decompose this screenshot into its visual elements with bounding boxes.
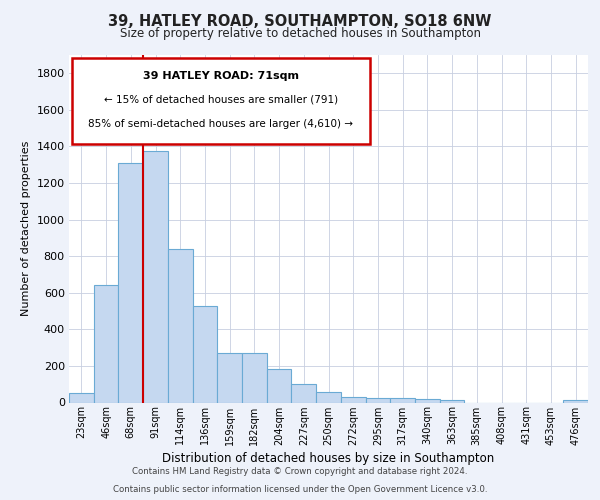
Bar <box>69 394 94 402</box>
Bar <box>292 384 316 402</box>
Bar <box>143 151 168 403</box>
Bar <box>168 249 193 402</box>
Text: ← 15% of detached houses are smaller (791): ← 15% of detached houses are smaller (79… <box>104 95 338 105</box>
X-axis label: Distribution of detached houses by size in Southampton: Distribution of detached houses by size … <box>163 452 494 464</box>
Text: Size of property relative to detached houses in Southampton: Size of property relative to detached ho… <box>119 27 481 40</box>
FancyBboxPatch shape <box>71 58 370 144</box>
Text: Contains public sector information licensed under the Open Government Licence v3: Contains public sector information licen… <box>113 485 487 494</box>
Bar <box>217 353 242 403</box>
Y-axis label: Number of detached properties: Number of detached properties <box>21 141 31 316</box>
Bar <box>267 368 292 402</box>
Bar <box>415 399 440 402</box>
Text: Contains HM Land Registry data © Crown copyright and database right 2024.: Contains HM Land Registry data © Crown c… <box>132 467 468 476</box>
Text: 39, HATLEY ROAD, SOUTHAMPTON, SO18 6NW: 39, HATLEY ROAD, SOUTHAMPTON, SO18 6NW <box>109 14 491 29</box>
Bar <box>440 400 464 402</box>
Bar <box>390 398 415 402</box>
Bar <box>193 306 217 402</box>
Bar <box>316 392 341 402</box>
Bar <box>365 398 390 402</box>
Bar <box>94 286 118 403</box>
Text: 39 HATLEY ROAD: 71sqm: 39 HATLEY ROAD: 71sqm <box>143 70 299 81</box>
Bar <box>563 400 588 402</box>
Text: 85% of semi-detached houses are larger (4,610) →: 85% of semi-detached houses are larger (… <box>88 120 353 130</box>
Bar <box>118 163 143 402</box>
Bar <box>242 353 267 403</box>
Bar <box>341 397 365 402</box>
